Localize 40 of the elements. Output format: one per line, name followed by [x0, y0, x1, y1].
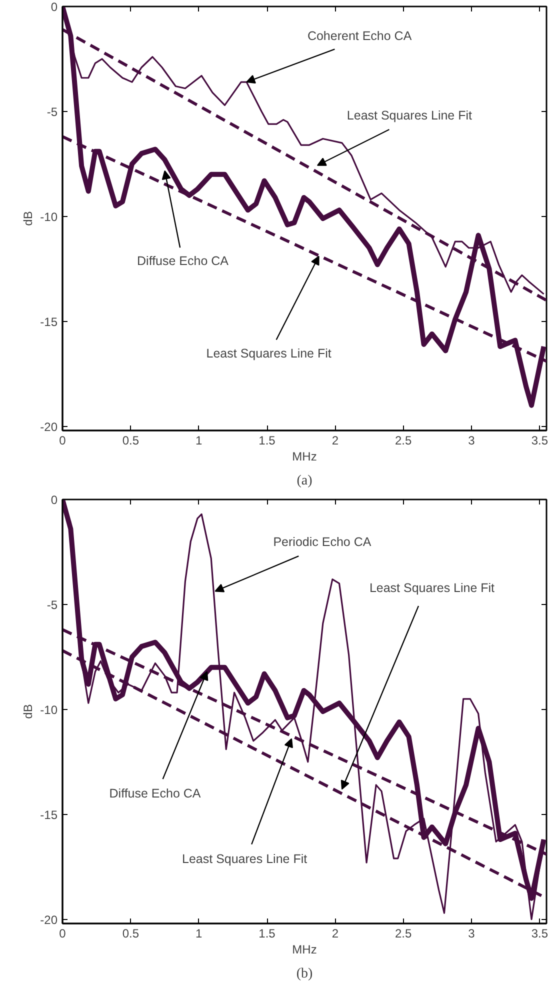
y-tick-label: 0: [50, 0, 58, 14]
annotation: Diffuse Echo CA: [109, 786, 202, 801]
x-tick-label: 1: [196, 926, 202, 940]
annotation: Coherent Echo CA: [307, 29, 412, 44]
x-tick-label: 1.5: [258, 434, 276, 448]
x-tick-label: 0.5: [122, 926, 140, 940]
x-tick-label: 0.5: [122, 434, 140, 448]
y-axis-title: dB: [21, 211, 36, 226]
annotation: Least Squares Line Fit: [369, 581, 496, 596]
y-tick-label: -5: [46, 104, 58, 119]
annotation: Least Squares Line Fit: [206, 346, 332, 360]
y-tick-label: -15: [40, 314, 58, 329]
x-axis-title: MHz: [292, 942, 317, 956]
x-tick-label: 1.5: [258, 926, 276, 940]
y-tick-label: -20: [40, 420, 58, 434]
x-tick-label: 3: [468, 434, 476, 448]
annotation: Diffuse Echo CA: [137, 254, 230, 268]
x-tick-label: 2.5: [395, 926, 412, 940]
y-tick-label: -5: [46, 598, 58, 612]
x-tick-label: 0: [59, 926, 66, 940]
annotation: Periodic Echo CA: [273, 535, 372, 550]
text: (b): [296, 966, 313, 982]
y-tick-label: -20: [40, 912, 58, 927]
x-tick-label: 3: [468, 926, 476, 940]
x-tick-label: 0: [59, 434, 66, 448]
x-tick-label: 2: [332, 434, 339, 448]
x-tick-label: 3.5: [531, 434, 548, 448]
x-tick-label: 3.5: [531, 926, 548, 940]
y-tick-label: -10: [40, 210, 58, 224]
annotation: Least Squares Line Fit: [182, 852, 308, 866]
annotation: Least Squares Line Fit: [346, 108, 473, 122]
x-tick-label: 1: [196, 434, 202, 448]
y-tick-label: -10: [40, 702, 58, 717]
y-tick-label: -15: [40, 808, 58, 822]
x-tick-label: 2: [332, 926, 339, 940]
text: (a): [296, 474, 313, 488]
x-tick-label: 2.5: [395, 434, 412, 448]
y-axis-title: dB: [21, 704, 36, 719]
y-tick-label: 0: [50, 493, 58, 507]
x-axis-title: MHz: [292, 450, 317, 464]
